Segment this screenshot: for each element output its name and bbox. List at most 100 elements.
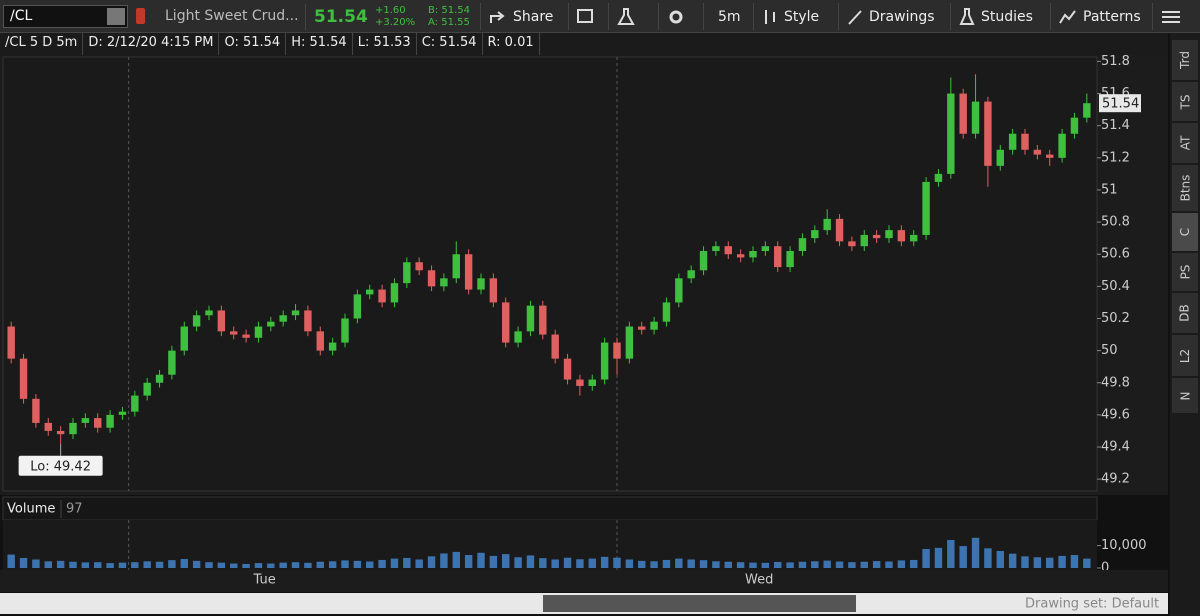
side-tab[interactable]: C	[1172, 213, 1198, 252]
drawings-button[interactable]: Drawings	[838, 3, 935, 30]
volume-bar	[291, 562, 300, 568]
plot-area	[2, 56, 1098, 492]
volume-bar	[217, 562, 226, 568]
volume-bar	[514, 557, 522, 568]
volume-bar	[415, 559, 423, 568]
candle-body	[563, 358, 572, 380]
candle-body	[502, 302, 510, 343]
candle-body	[638, 326, 646, 330]
volume-bar	[835, 561, 844, 568]
volume-bar	[489, 555, 498, 568]
volume-bar	[551, 559, 559, 568]
y-tick-label: 50	[1101, 343, 1118, 358]
candle-body	[971, 101, 980, 134]
volume-bar	[798, 561, 807, 568]
volume-bar	[192, 560, 201, 568]
volume-bar	[848, 562, 856, 568]
candle-body	[242, 334, 250, 338]
volume-bar	[1033, 557, 1042, 568]
patterns-button[interactable]: Patterns	[1050, 3, 1141, 30]
volume-bar	[427, 556, 436, 568]
side-tab[interactable]: L2	[1172, 335, 1198, 377]
side-tab[interactable]: DB	[1172, 293, 1198, 334]
volume-bar	[774, 561, 782, 568]
side-tab[interactable]: N	[1172, 378, 1198, 414]
volume-bar	[1021, 556, 1029, 568]
volume-bar	[971, 537, 980, 568]
share-button[interactable]: Share	[480, 3, 553, 30]
candle-body	[662, 302, 671, 322]
side-tab[interactable]: Trd	[1172, 40, 1198, 81]
side-tab[interactable]: TS	[1172, 82, 1198, 122]
x-tick-label: Tue	[253, 573, 276, 588]
volume-bar	[304, 562, 312, 568]
volume-bar	[464, 555, 473, 568]
candle-body	[1046, 154, 1054, 158]
volume-bar	[959, 546, 967, 568]
last-price-box	[1099, 94, 1141, 113]
description: Light Sweet Crud...	[165, 8, 299, 24]
volume-bar	[625, 559, 634, 568]
bid: B: 51.54	[428, 5, 471, 16]
volume-bar	[168, 560, 176, 568]
candle-body	[205, 310, 213, 316]
symbol-input[interactable]: /CL	[3, 5, 128, 28]
volume-bar	[230, 563, 238, 568]
volume-bar	[32, 559, 40, 568]
volume-bar	[390, 558, 399, 568]
lab-button[interactable]	[608, 3, 658, 30]
volume-bar	[242, 563, 250, 568]
scroll-thumb[interactable]	[543, 595, 856, 612]
candle-body	[749, 251, 757, 258]
link-icon[interactable]	[136, 8, 145, 24]
volume-bar	[366, 561, 374, 568]
info-item: H: 51.54	[286, 33, 353, 55]
volume-bar	[279, 562, 287, 568]
net-change-pct: +3.20%	[375, 17, 416, 28]
dropdown[interactable]	[107, 8, 125, 25]
candle-body	[1033, 149, 1042, 155]
volume-bar	[662, 559, 671, 568]
volume-bar	[539, 558, 547, 568]
volume-bar	[56, 560, 65, 568]
volume-bar	[786, 562, 794, 568]
volume-bar	[477, 552, 485, 568]
button-label: Share	[513, 8, 554, 25]
side-tab[interactable]: AT	[1172, 123, 1198, 164]
candle-body	[464, 254, 473, 290]
y-tick-label: 51.2	[1101, 150, 1130, 165]
side-tab[interactable]: PS	[1172, 253, 1198, 292]
last-price-label: 51.54	[1102, 97, 1139, 112]
candle-body	[922, 181, 930, 235]
volume-bar	[687, 559, 695, 568]
info-item: L: 51.53	[353, 33, 417, 55]
candle-body	[514, 331, 522, 343]
volume-bar	[563, 557, 572, 568]
volume-bar	[81, 562, 90, 568]
menu-button[interactable]	[1152, 3, 1200, 30]
candle-body	[477, 278, 485, 290]
candle-body	[304, 310, 312, 332]
candle-body	[576, 379, 584, 386]
candle-body	[353, 294, 362, 319]
candle-body	[872, 234, 881, 239]
studies-button[interactable]: Studies	[950, 3, 1033, 30]
settings-button[interactable]	[658, 3, 703, 30]
tab-label: C	[1177, 227, 1192, 237]
volume-bar	[811, 561, 819, 568]
timeframe-button[interactable]: 5m	[703, 3, 753, 30]
style-button[interactable]: Style	[753, 3, 819, 30]
volume-bar	[143, 561, 151, 568]
icon	[1059, 9, 1076, 24]
candle-body	[44, 422, 52, 431]
info-bar: /CL 5 D 5m D: 2/12/20 4:15 PM O: 51.54 H: 5…	[0, 33, 1168, 55]
candle-body	[452, 254, 460, 279]
candle-body	[267, 321, 275, 327]
candle-body	[959, 93, 967, 134]
side-tab[interactable]: Btns	[1172, 165, 1198, 212]
alert-button[interactable]	[568, 3, 608, 30]
candle-body	[823, 218, 831, 231]
candle-body	[131, 395, 139, 412]
volume-bar	[996, 550, 1004, 568]
volume-bar	[885, 561, 893, 568]
